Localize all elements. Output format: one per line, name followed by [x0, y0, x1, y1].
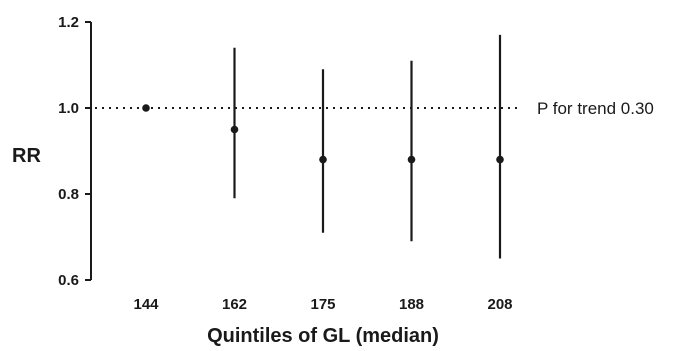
y-tick-label-1.0: 1.0	[58, 100, 79, 117]
x-tick-label-162: 162	[222, 296, 247, 313]
data-point-188	[407, 155, 416, 164]
x-tick-label-144: 144	[133, 296, 159, 313]
data-marks	[142, 34, 504, 259]
x-tick-label-208: 208	[487, 296, 512, 313]
y-tick-label-0.6: 0.6	[58, 272, 79, 289]
data-point-175	[319, 155, 327, 164]
data-point-144	[142, 104, 150, 112]
x-tick-label-188: 188	[399, 296, 424, 313]
x-axis-tick-labels: 144 162 175 188 208	[133, 296, 512, 313]
y-axis-label: RR	[12, 145, 41, 167]
data-point-162	[230, 125, 239, 134]
trend-annotation: P for trend 0.30	[537, 99, 654, 118]
y-axis-ticks: 0.6 0.8 1.0 1.2	[58, 14, 91, 289]
x-tick-label-175: 175	[310, 296, 335, 313]
y-tick-label-1.2: 1.2	[58, 14, 79, 31]
y-tick-label-0.8: 0.8	[58, 186, 79, 203]
data-point-208	[496, 155, 504, 164]
x-axis-label: Quintiles of GL (median)	[207, 325, 439, 347]
